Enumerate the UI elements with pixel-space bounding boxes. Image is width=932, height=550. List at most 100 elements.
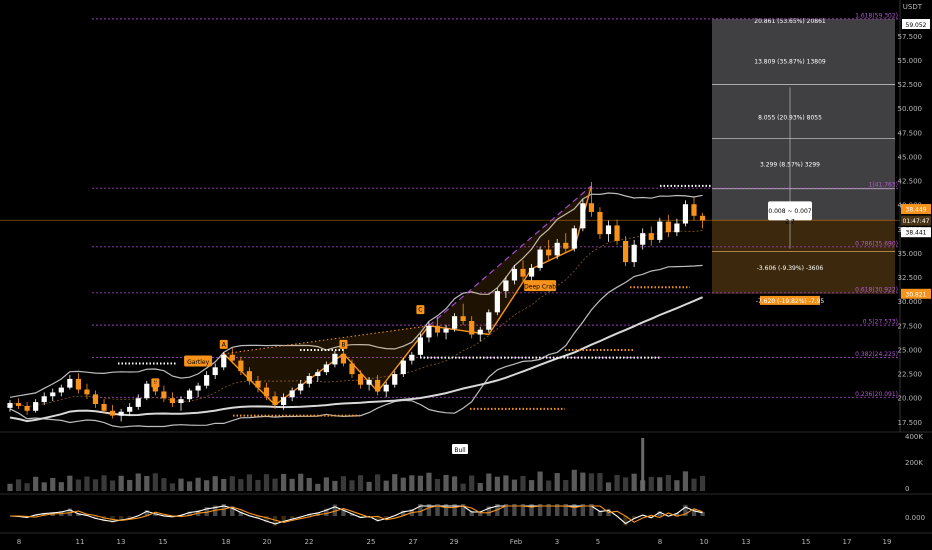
bull-candle[interactable] xyxy=(571,228,577,249)
bull-candle[interactable] xyxy=(554,242,560,256)
bear-candle[interactable] xyxy=(546,249,552,256)
bull-candle[interactable] xyxy=(605,225,612,235)
bull-candle[interactable] xyxy=(383,384,389,392)
bear-candle[interactable] xyxy=(246,371,252,381)
bull-candle[interactable] xyxy=(186,390,193,400)
bull-candle[interactable] xyxy=(144,383,150,399)
deep-crab-tag[interactable] xyxy=(524,280,557,292)
profit-zone[interactable] xyxy=(712,18,895,221)
bull-candle[interactable] xyxy=(298,383,304,391)
bull-candle[interactable] xyxy=(580,203,586,229)
bear-candle[interactable] xyxy=(597,211,603,235)
bear-candle[interactable] xyxy=(84,389,90,395)
bear-candle[interactable] xyxy=(375,379,381,392)
bull-candle[interactable] xyxy=(332,353,338,365)
bull-candle[interactable] xyxy=(221,354,227,368)
bear-candle[interactable] xyxy=(15,403,22,406)
bull-candle[interactable] xyxy=(195,385,201,391)
bull-candle[interactable] xyxy=(674,223,680,233)
bear-candle[interactable] xyxy=(563,242,569,249)
bull-candle[interactable] xyxy=(400,360,406,375)
volume-bar xyxy=(246,474,252,491)
pattern-point-marker[interactable] xyxy=(219,339,228,349)
bear-candle[interactable] xyxy=(623,240,629,263)
bull-candle[interactable] xyxy=(366,379,372,385)
bull-candle[interactable] xyxy=(537,249,543,268)
oscillator-bar xyxy=(42,512,47,516)
bear-candle[interactable] xyxy=(520,268,526,277)
bear-candle[interactable] xyxy=(169,398,176,404)
bear-candle[interactable] xyxy=(24,405,30,411)
bear-candle[interactable] xyxy=(691,204,697,216)
bull-candle[interactable] xyxy=(409,354,415,361)
volume-bar xyxy=(682,471,689,491)
price-axis[interactable]: 17.500 20.000 22.500 25.000 27.500 30.000 32.5… xyxy=(898,33,932,427)
bear-candle[interactable] xyxy=(161,391,167,399)
bear-candle[interactable] xyxy=(434,325,441,333)
oscillator-bar xyxy=(401,510,406,516)
bear-candle[interactable] xyxy=(263,387,270,397)
bull-candle[interactable] xyxy=(528,267,535,277)
bull-candle[interactable] xyxy=(392,374,398,385)
pattern-point-marker[interactable] xyxy=(339,339,348,349)
bear-candle[interactable] xyxy=(460,316,466,322)
bear-candle[interactable] xyxy=(229,354,235,361)
bull-candle[interactable] xyxy=(306,376,312,384)
stop-1-label: -3.606 (-9.39%) -3606 xyxy=(757,265,824,272)
bull-candle[interactable] xyxy=(323,364,329,373)
bull-candle[interactable] xyxy=(631,244,637,263)
gartley-tag[interactable] xyxy=(184,355,213,367)
bull-candle[interactable] xyxy=(204,375,210,386)
bear-candle[interactable] xyxy=(665,221,671,233)
bull-candle[interactable] xyxy=(50,392,56,397)
bear-candle[interactable] xyxy=(340,353,347,364)
bull-candle[interactable] xyxy=(503,280,509,292)
bear-candle[interactable] xyxy=(349,363,355,375)
bull-candle[interactable] xyxy=(426,325,432,338)
bear-candle[interactable] xyxy=(75,378,81,390)
position-center-box[interactable] xyxy=(768,201,812,221)
bull-candle[interactable] xyxy=(118,411,124,416)
bull-candle[interactable] xyxy=(417,337,423,355)
bull-candle[interactable] xyxy=(511,268,518,281)
bull-candle[interactable] xyxy=(178,399,184,404)
bull-candle[interactable] xyxy=(477,329,483,335)
bear-candle[interactable] xyxy=(469,321,475,335)
bull-candle[interactable] xyxy=(494,291,500,313)
bear-candle[interactable] xyxy=(101,404,107,411)
bear-candle[interactable] xyxy=(614,225,620,241)
bull-candle[interactable] xyxy=(682,204,689,224)
bear-candle[interactable] xyxy=(92,394,99,405)
stop-zone[interactable] xyxy=(712,220,895,294)
price-tick-label: 22.500 xyxy=(898,371,923,379)
bull-candle[interactable] xyxy=(315,372,321,377)
bull-candle[interactable] xyxy=(135,398,141,407)
bull-candle[interactable] xyxy=(212,367,218,376)
bull-candle[interactable] xyxy=(486,312,492,330)
bull-candle[interactable] xyxy=(58,387,64,393)
bear-candle[interactable] xyxy=(699,215,706,221)
bear-candle[interactable] xyxy=(357,374,364,385)
bear-candle[interactable] xyxy=(110,410,116,416)
bull-candle[interactable] xyxy=(281,397,287,405)
bear-candle[interactable] xyxy=(255,380,261,388)
bull-candle[interactable] xyxy=(67,378,73,388)
bull-candle[interactable] xyxy=(127,406,133,412)
bull-candle[interactable] xyxy=(33,402,39,411)
bull-candle[interactable] xyxy=(452,316,458,329)
time-axis[interactable]: 8 11 13 15 18 20 22 25 27 29 Feb 3 5 8 10 13 15 17 19 xyxy=(17,538,892,546)
bear-candle[interactable] xyxy=(272,396,278,405)
bull-candle[interactable] xyxy=(657,221,663,240)
bear-candle[interactable] xyxy=(152,383,158,392)
bull-candle[interactable] xyxy=(41,396,47,403)
bull-badge[interactable] xyxy=(452,444,468,454)
bear-candle[interactable] xyxy=(588,203,594,212)
bull-candle[interactable] xyxy=(289,390,295,398)
pattern-point-marker[interactable] xyxy=(416,305,425,315)
bear-candle[interactable] xyxy=(648,233,654,240)
bull-candle[interactable] xyxy=(640,233,646,245)
bear-candle[interactable] xyxy=(238,360,244,372)
bull-candle[interactable] xyxy=(443,328,449,333)
bull-candle[interactable] xyxy=(7,403,13,408)
